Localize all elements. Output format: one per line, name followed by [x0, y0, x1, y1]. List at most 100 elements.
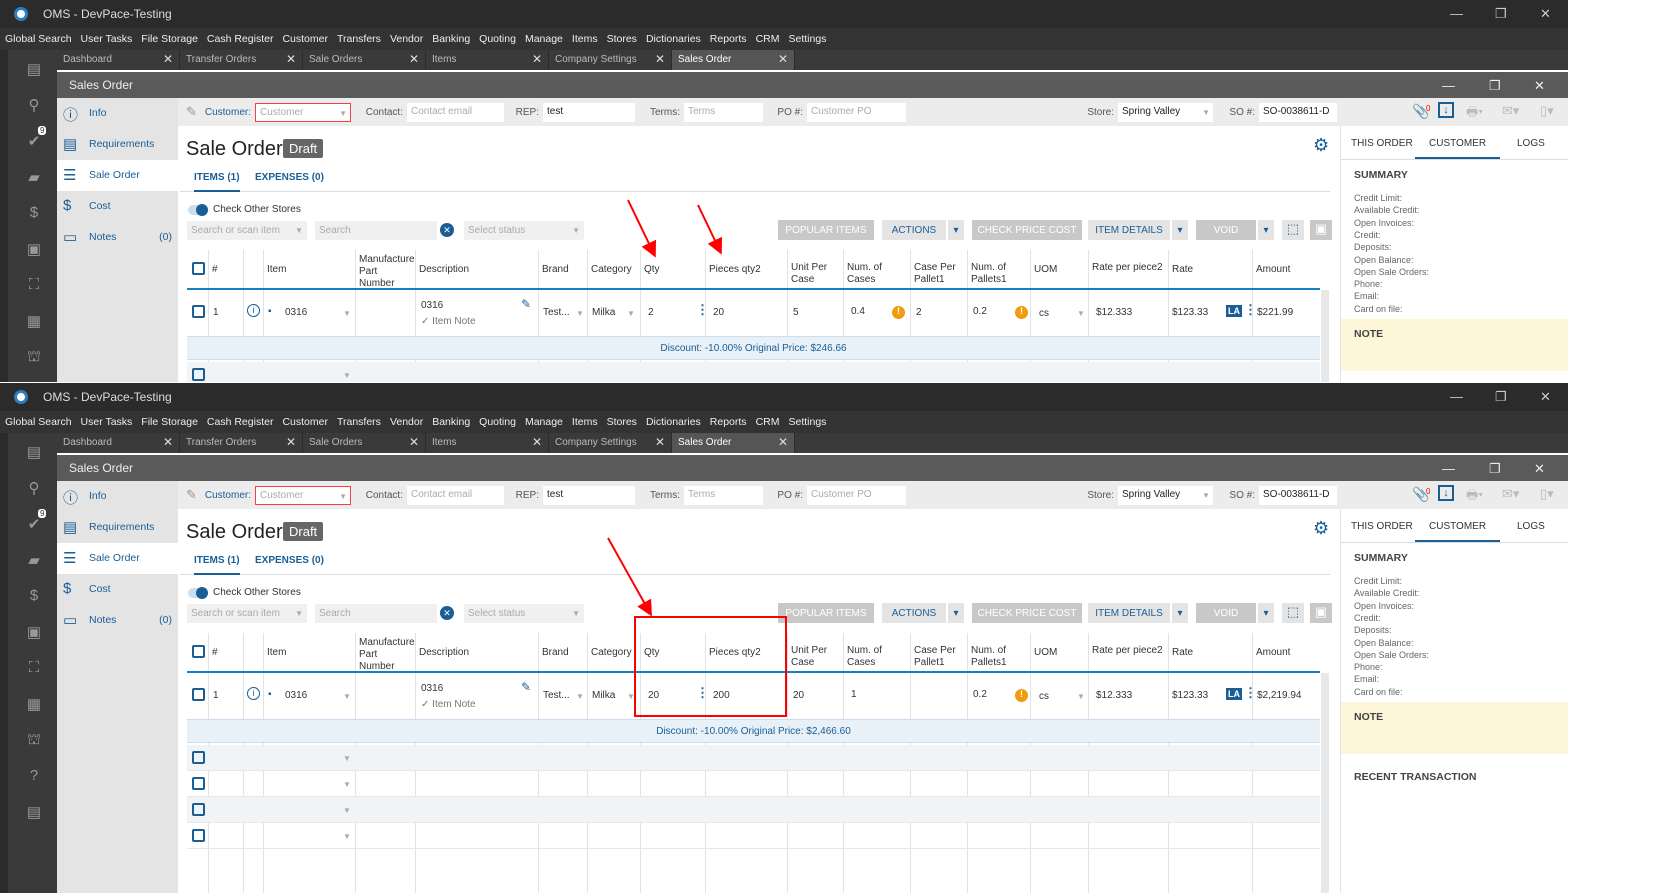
- column-header[interactable]: Num. of Cases: [847, 645, 883, 668]
- scan-icon[interactable]: ⛶: [28, 659, 40, 676]
- table-row[interactable]: 1 i ▪ 0316 ▼ 0316 ✎ ✓ Item Note Test... ▼ …: [187, 292, 1320, 334]
- settings-gear-icon[interactable]: ⚙: [1313, 518, 1330, 538]
- column-header[interactable]: UOM: [1034, 264, 1058, 275]
- row-checkbox[interactable]: [192, 368, 205, 381]
- void-dropdown[interactable]: ▾: [1258, 220, 1274, 240]
- close-tab-icon[interactable]: ✕: [285, 52, 296, 66]
- tab[interactable]: Transfer Orders ✕: [180, 433, 303, 453]
- close-tab-icon[interactable]: ✕: [654, 52, 665, 66]
- minimize-icon[interactable]: —: [1450, 6, 1463, 21]
- nav-item-notes[interactable]: ▭ Notes (0): [57, 605, 178, 636]
- menu-item[interactable]: Settings: [788, 416, 827, 428]
- select-all-checkbox[interactable]: [192, 645, 205, 658]
- close-tab-icon[interactable]: ✕: [777, 435, 788, 449]
- tab[interactable]: Sale Orders ✕: [303, 433, 426, 453]
- more-options-icon[interactable]: ⋮: [696, 302, 709, 317]
- clear-search-icon[interactable]: ✕: [440, 606, 454, 620]
- folder-icon[interactable]: ▰: [28, 552, 40, 569]
- item-note[interactable]: ✓ Item Note: [421, 699, 476, 710]
- popular-items-button[interactable]: POPULAR ITEMS: [778, 603, 874, 623]
- column-header[interactable]: Rate: [1172, 264, 1194, 275]
- contact-icon[interactable]: ▣: [26, 624, 42, 641]
- warning-icon[interactable]: !: [1015, 306, 1028, 319]
- column-header[interactable]: Amount: [1256, 647, 1291, 658]
- close-icon[interactable]: ✕: [1534, 78, 1545, 93]
- actions-dropdown[interactable]: ▾: [948, 603, 964, 623]
- po-field[interactable]: Customer PO: [807, 103, 906, 122]
- column-header[interactable]: Unit Per Case: [791, 262, 828, 285]
- terms-field[interactable]: Terms: [684, 103, 763, 122]
- layout-icon[interactable]: ▣: [1310, 603, 1332, 623]
- tab-customer[interactable]: CUSTOMER: [1415, 521, 1501, 542]
- menu-item[interactable]: Cash Register: [206, 416, 274, 428]
- close-icon[interactable]: ✕: [1534, 461, 1545, 476]
- column-header[interactable]: Pieces qty2: [709, 264, 761, 275]
- tab[interactable]: Sales Order ✕: [672, 50, 795, 70]
- menu-item[interactable]: CRM: [755, 416, 780, 428]
- tab[interactable]: Items ✕: [426, 50, 549, 70]
- brand[interactable]: Test...: [543, 690, 570, 701]
- item-details-button[interactable]: ITEM DETAILS: [1088, 603, 1170, 623]
- table-row[interactable]: 1 i ▪ 0316 ▼ 0316 ✎ ✓ Item Note Test... ▼ …: [187, 675, 1320, 717]
- column-header[interactable]: Unit Per Case: [791, 645, 828, 668]
- check-price-cost-button[interactable]: CHECK PRICE COST: [972, 220, 1082, 240]
- menu-item[interactable]: Reports: [709, 33, 747, 45]
- edit-description-icon[interactable]: ✎: [521, 680, 532, 694]
- qty-input[interactable]: 20: [648, 690, 660, 701]
- terms-field[interactable]: Terms: [684, 486, 763, 505]
- column-header[interactable]: Brand: [542, 264, 569, 275]
- nav-item-cost[interactable]: $ Cost: [57, 191, 178, 222]
- calculator-icon[interactable]: ▤: [26, 444, 42, 461]
- more-options-icon[interactable]: ⋮: [1244, 685, 1257, 700]
- warning-icon[interactable]: !: [892, 306, 905, 319]
- bank-icon[interactable]: ⛫: [27, 731, 41, 748]
- close-tab-icon[interactable]: ✕: [162, 52, 173, 66]
- column-header[interactable]: #: [212, 647, 218, 658]
- tab[interactable]: Company Settings ✕: [549, 433, 672, 453]
- select-area-icon[interactable]: ⬚: [1282, 220, 1304, 240]
- item-code[interactable]: 0316: [285, 307, 308, 318]
- pieces-qty[interactable]: 200: [713, 690, 730, 701]
- menu-item[interactable]: Stores: [606, 33, 637, 45]
- column-header[interactable]: Num. of Pallets1: [971, 645, 1007, 668]
- menu-item[interactable]: Transfers: [336, 33, 381, 45]
- row-checkbox[interactable]: [192, 688, 205, 701]
- restore-icon[interactable]: ❐: [1495, 6, 1507, 21]
- menu-item[interactable]: Transfers: [336, 416, 381, 428]
- column-header[interactable]: Item: [267, 264, 287, 275]
- edit-description-icon[interactable]: ✎: [521, 297, 532, 311]
- close-tab-icon[interactable]: ✕: [408, 435, 419, 449]
- category[interactable]: Milka: [592, 690, 616, 701]
- clear-search-icon[interactable]: ✕: [440, 223, 454, 237]
- nav-item-cost[interactable]: $ Cost: [57, 574, 178, 605]
- actions-button[interactable]: ACTIONS: [882, 220, 946, 240]
- item-details-dropdown[interactable]: ▾: [1172, 603, 1188, 623]
- customer-field[interactable]: Customer ▼: [255, 103, 351, 122]
- actions-button[interactable]: ACTIONS: [882, 603, 946, 623]
- search-icon[interactable]: ⚲: [28, 480, 40, 497]
- column-header[interactable]: Num. of Pallets1: [971, 262, 1007, 285]
- pieces-qty[interactable]: 20: [713, 307, 725, 318]
- menu-item[interactable]: User Tasks: [80, 33, 133, 45]
- column-header[interactable]: Case Per Pallet1: [914, 645, 956, 668]
- rep-field[interactable]: test: [543, 486, 635, 505]
- status-select[interactable]: Select status ▼: [464, 604, 584, 623]
- table-scrollbar[interactable]: [1321, 290, 1329, 382]
- close-tab-icon[interactable]: ✕: [408, 52, 419, 66]
- menu-item[interactable]: Dictionaries: [645, 416, 701, 428]
- menu-item[interactable]: Quoting: [479, 33, 516, 45]
- close-tab-icon[interactable]: ✕: [777, 52, 788, 66]
- column-header[interactable]: Brand: [542, 647, 569, 658]
- tab-logs[interactable]: LOGS: [1517, 521, 1545, 532]
- help-icon[interactable]: ?: [29, 767, 39, 784]
- empty-row[interactable]: ▼: [187, 823, 1320, 849]
- calculator-icon[interactable]: ▤: [26, 61, 42, 78]
- column-header[interactable]: Category: [591, 647, 632, 658]
- menu-item[interactable]: Settings: [788, 33, 827, 45]
- layout-icon[interactable]: ▣: [1310, 220, 1332, 240]
- restore-icon[interactable]: ❐: [1489, 78, 1501, 93]
- dollar-icon[interactable]: $: [29, 587, 39, 604]
- tab-logs[interactable]: LOGS: [1517, 138, 1545, 149]
- print-icon[interactable]: 🖶▾: [1466, 104, 1484, 119]
- column-header[interactable]: Manufacture Part Number: [359, 254, 415, 289]
